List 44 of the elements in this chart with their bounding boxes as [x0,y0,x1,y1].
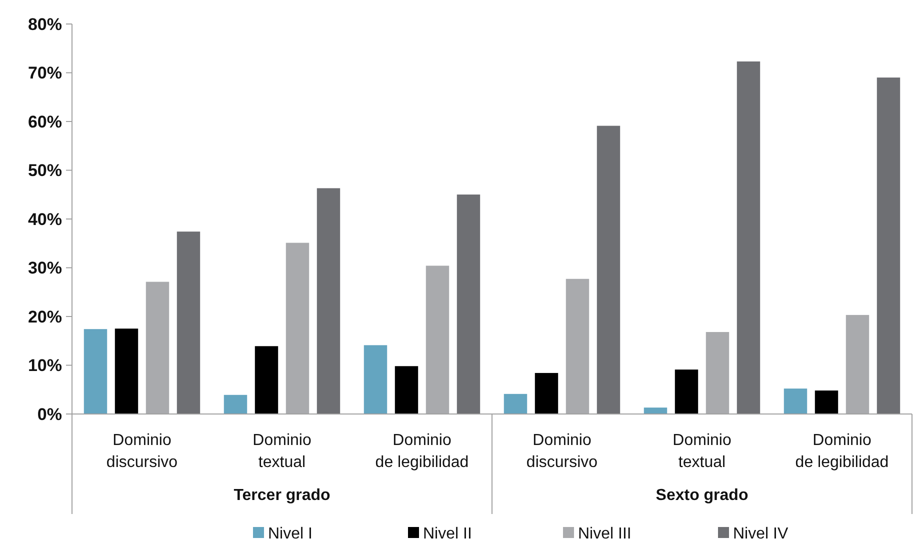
bar [394,365,419,414]
bar [114,328,139,414]
bar [705,331,730,414]
y-tick-label: 30% [28,258,62,278]
bar [425,264,450,414]
bar [456,194,481,414]
legend-label: Nivel II [423,526,472,542]
x-tick-label: Dominio discursivo [106,432,178,471]
bar [316,187,341,414]
text: Tercer grado [234,487,331,504]
y-tick-label: 10% [28,356,62,376]
x-tick-label: Dominio discursivo [526,432,598,471]
bar [845,314,870,414]
bar [674,368,699,414]
bar [814,390,839,414]
y-tick-label: 70% [28,64,62,83]
x-tick-label: Dominio textual [672,432,732,471]
x-tick-label: Dominio de legibilidad [795,432,889,471]
bar [565,278,590,414]
y-tick-label: 0% [37,404,62,424]
bar [254,345,279,414]
bar [145,281,170,414]
y-tick-label: 80% [28,14,62,34]
bar [285,242,310,414]
legend-label: Nivel I [268,526,312,542]
legend-label: Nivel III [578,526,632,542]
bar [736,60,761,414]
text: Sexto grado [656,487,748,504]
bar [534,372,559,414]
bar [596,125,621,414]
legend-label: Nivel IV [733,526,788,542]
x-tick-label: Dominio textual [252,432,312,471]
bar [83,328,108,414]
bar [176,230,201,414]
y-tick-label: 60% [28,112,62,132]
bar [223,394,248,414]
bar [503,393,528,414]
y-tick-label: 20% [28,307,62,326]
y-tick-label: 40% [28,210,62,229]
bar [783,388,808,414]
y-tick-label: 50% [28,161,62,180]
bar [876,76,901,414]
x-tick-label: Dominio de legibilidad [375,432,469,471]
bar [363,344,388,414]
